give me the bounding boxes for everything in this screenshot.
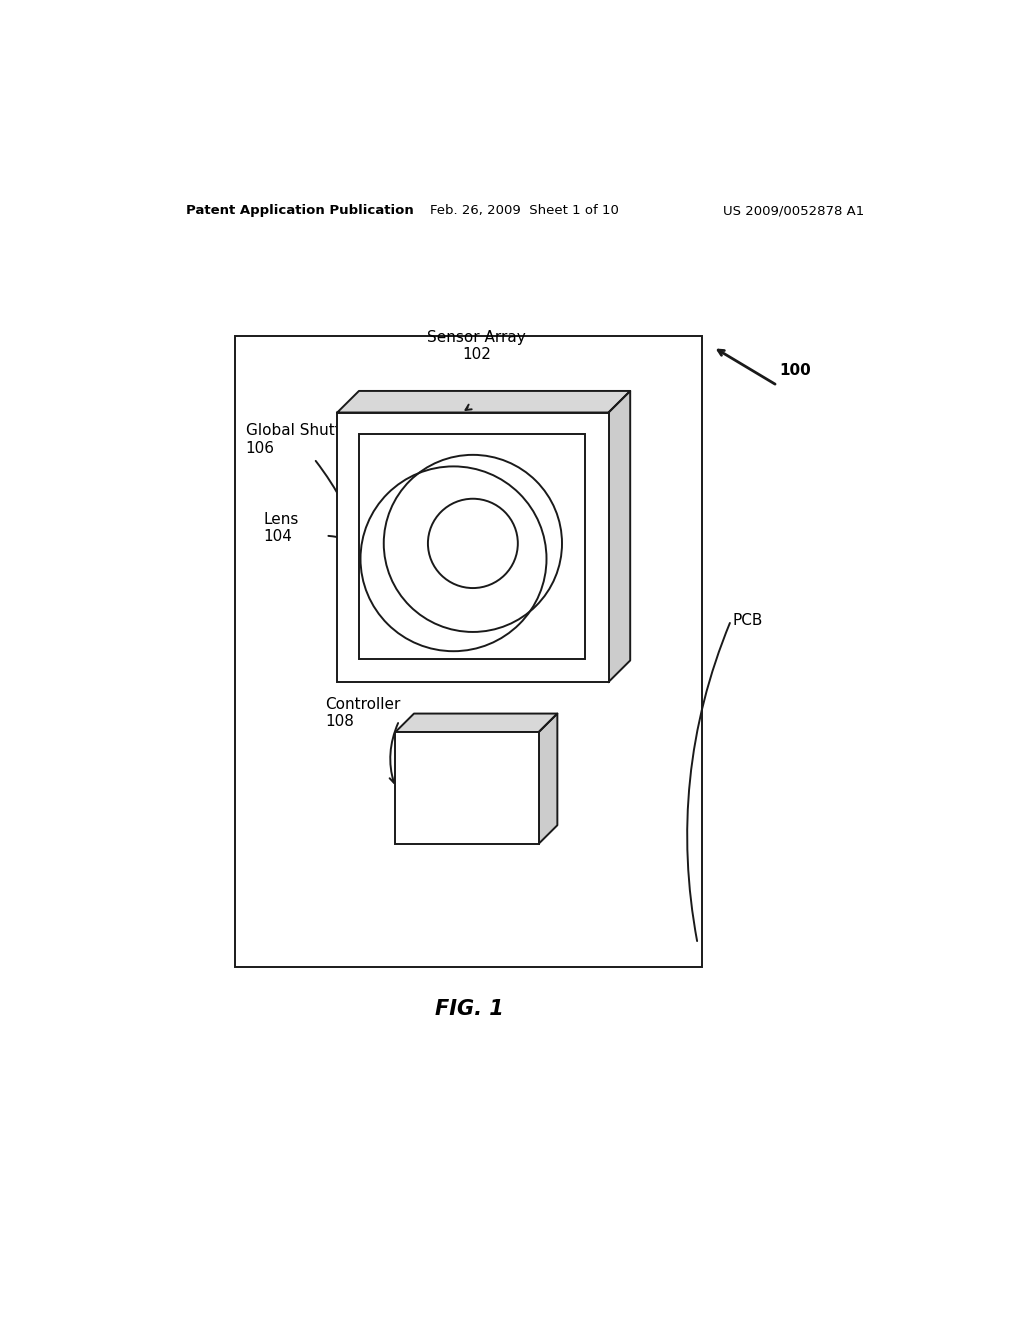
Polygon shape <box>539 714 557 843</box>
Text: Lens
104: Lens 104 <box>263 512 299 544</box>
Text: Sensor Array
102: Sensor Array 102 <box>427 330 526 363</box>
Text: Patent Application Publication: Patent Application Publication <box>186 205 414 218</box>
Text: Feb. 26, 2009  Sheet 1 of 10: Feb. 26, 2009 Sheet 1 of 10 <box>430 205 620 218</box>
Text: Global Shutter
106: Global Shutter 106 <box>246 424 356 455</box>
Text: PCB: PCB <box>732 612 763 628</box>
Polygon shape <box>395 714 557 733</box>
Polygon shape <box>337 391 630 412</box>
Polygon shape <box>608 391 630 682</box>
Text: US 2009/0052878 A1: US 2009/0052878 A1 <box>723 205 864 218</box>
Bar <box>395 733 539 843</box>
Text: Controller
108: Controller 108 <box>326 697 401 729</box>
Text: 100: 100 <box>779 363 811 378</box>
Text: FIG. 1: FIG. 1 <box>434 999 504 1019</box>
Bar <box>359 434 586 659</box>
Bar <box>234 335 701 966</box>
Ellipse shape <box>428 499 518 589</box>
Bar <box>337 412 608 682</box>
Ellipse shape <box>384 455 562 632</box>
